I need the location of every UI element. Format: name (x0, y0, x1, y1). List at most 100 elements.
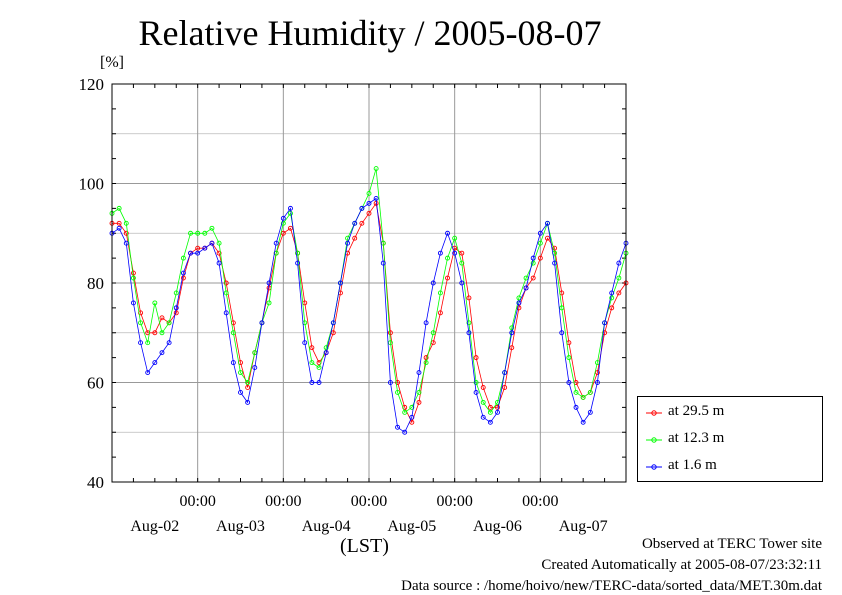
data-point-s0 (387, 330, 393, 336)
data-point-s1 (280, 220, 286, 226)
data-point-s2 (530, 255, 536, 261)
data-point-s0 (116, 220, 122, 226)
data-point-s0 (437, 310, 443, 316)
data-point-s0 (352, 235, 358, 241)
data-point-s2 (573, 404, 579, 410)
data-point-s0 (552, 245, 558, 251)
data-point-s1 (309, 360, 315, 366)
data-point-s0 (423, 355, 429, 361)
data-point-s2 (387, 380, 393, 385)
footer-site: Observed at TERC Tower site (641, 536, 822, 552)
data-point-s1 (238, 370, 243, 375)
data-point-s0 (309, 345, 315, 351)
data-point-s1 (402, 409, 408, 415)
data-point-s1 (409, 404, 415, 410)
x-tick-label: 00:00 (436, 493, 472, 510)
data-point-s1 (509, 325, 515, 331)
data-point-s1 (266, 300, 272, 306)
data-point-s0 (123, 230, 129, 236)
data-point-s0 (159, 315, 165, 321)
x-tick-label: 00:00 (351, 493, 387, 510)
data-point-s1 (573, 390, 579, 395)
date-label: Aug-07 (559, 518, 608, 535)
data-point-s1 (466, 320, 472, 326)
data-point-s2 (202, 245, 208, 251)
data-point-s2 (245, 399, 251, 405)
data-point-s2 (138, 340, 144, 346)
data-point-s2 (309, 380, 315, 385)
data-point-s2 (445, 230, 450, 236)
data-point-s2 (188, 250, 193, 256)
x-tick-label: 00:00 (522, 493, 558, 510)
data-point-s2 (152, 360, 158, 366)
data-point-s0 (594, 370, 600, 375)
y-tick-label: 40 (87, 473, 104, 492)
data-point-s2 (280, 215, 286, 221)
data-point-s1 (430, 330, 436, 336)
data-point-s1 (316, 365, 322, 371)
data-point-s2 (116, 225, 122, 231)
data-point-s1 (138, 320, 144, 326)
data-point-s2 (288, 205, 293, 211)
y-tick-label: 120 (79, 75, 105, 94)
chart-title: Relative Humidity / 2005-08-07 (138, 13, 602, 53)
data-point-s0 (138, 310, 144, 316)
date-label: Aug-04 (302, 518, 351, 535)
data-point-s1 (416, 390, 422, 395)
data-point-s2 (423, 320, 429, 326)
data-point-s2 (273, 240, 279, 246)
series-line-0 (112, 202, 627, 424)
data-point-s2 (145, 370, 151, 375)
data-point-s1 (188, 230, 193, 236)
legend: at 29.5 m at 12.3 m at 1.6 m (637, 396, 823, 482)
data-point-s1 (559, 305, 565, 311)
data-point-s1 (209, 225, 215, 231)
data-point-s0 (173, 310, 179, 316)
data-point-s2 (545, 220, 550, 226)
data-point-s2 (130, 300, 136, 306)
data-point-s1 (245, 380, 251, 385)
data-point-s2 (345, 240, 351, 246)
data-point-s0 (195, 245, 201, 251)
data-point-s2 (409, 414, 415, 420)
data-point-s2 (216, 260, 222, 266)
data-point-s1 (366, 190, 372, 196)
data-point-s2 (466, 330, 472, 336)
data-point-s0 (223, 280, 229, 286)
data-point-s2 (609, 290, 615, 296)
data-point-s2 (259, 320, 265, 326)
data-point-s0 (245, 385, 251, 390)
data-point-s0 (502, 385, 508, 390)
data-point-s2 (402, 429, 408, 435)
y-tick-label: 100 (79, 175, 105, 194)
data-point-s0 (609, 305, 615, 311)
data-point-s2 (416, 370, 422, 375)
data-point-s1 (116, 205, 122, 211)
plot-frame (111, 83, 627, 483)
data-point-s1 (159, 330, 165, 336)
data-point-s1 (452, 235, 458, 241)
data-point-s2 (230, 360, 236, 366)
data-point-s0 (216, 250, 222, 256)
data-point-s1 (437, 290, 443, 296)
data-point-s2 (223, 310, 229, 316)
legend-label-1-6m: at 1.6 m (668, 457, 717, 473)
data-point-s1 (323, 345, 329, 351)
data-point-s0 (466, 295, 472, 301)
data-point-s2 (323, 350, 329, 356)
data-point-s0 (495, 404, 500, 410)
data-point-s2 (238, 390, 243, 395)
x-tick-label: 00:00 (179, 493, 215, 510)
data-point-s1 (130, 275, 136, 281)
data-point-s2 (452, 250, 458, 256)
data-point-s1 (445, 255, 450, 261)
data-point-s1 (216, 240, 222, 246)
data-point-s1 (523, 275, 529, 281)
data-point-s2 (437, 250, 443, 256)
data-point-s0 (537, 255, 543, 261)
data-point-s0 (480, 385, 486, 390)
data-point-s2 (352, 220, 358, 226)
data-point-s0 (152, 330, 158, 336)
data-point-s2 (537, 230, 543, 236)
data-point-s2 (616, 260, 622, 266)
